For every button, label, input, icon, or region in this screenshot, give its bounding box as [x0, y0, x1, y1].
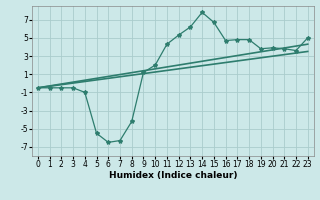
X-axis label: Humidex (Indice chaleur): Humidex (Indice chaleur) — [108, 171, 237, 180]
